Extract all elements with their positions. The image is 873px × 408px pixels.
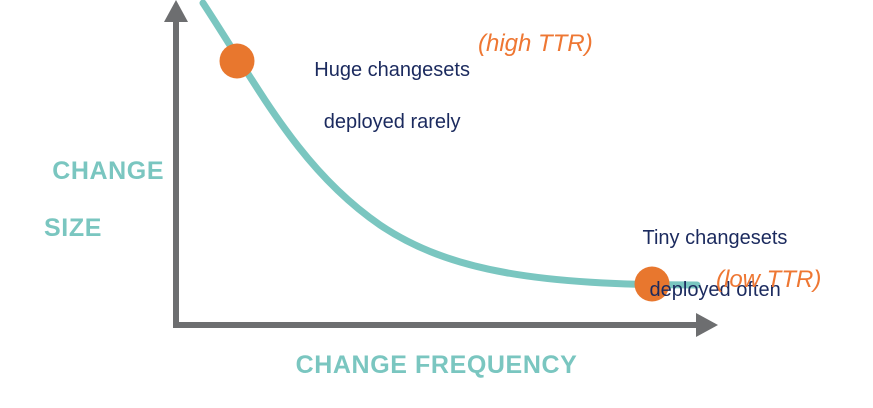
x-axis-arrowhead — [696, 313, 718, 337]
tiny-changesets-callout-line1: Tiny changesets — [642, 227, 788, 249]
low-ttr-note: (low TTR) — [716, 266, 822, 293]
y-axis-title-line1: CHANGE — [52, 156, 165, 185]
decay-curve — [199, 0, 701, 289]
tiny-changesets-marker[interactable] — [634, 266, 670, 302]
huge-changesets-callout-line2: deployed rarely — [323, 111, 461, 133]
huge-changesets-callout-line1: Huge changesets — [314, 59, 470, 81]
y-axis-title-line2: SIZE — [44, 214, 102, 243]
huge-changesets-callout: Huge changesets deployed rarely — [290, 31, 472, 161]
tiny-changesets-callout: Tiny changesets deployed often — [616, 199, 792, 329]
tiny-changesets-callout-line2: deployed often — [649, 279, 781, 301]
y-axis-arrowhead — [164, 0, 188, 22]
high-ttr-note: (high TTR) — [478, 30, 593, 57]
x-axis-title: CHANGE FREQUENCY — [295, 351, 578, 379]
y-axis-title: CHANGE SIZE — [22, 128, 164, 301]
huge-changesets-marker[interactable] — [219, 43, 255, 79]
